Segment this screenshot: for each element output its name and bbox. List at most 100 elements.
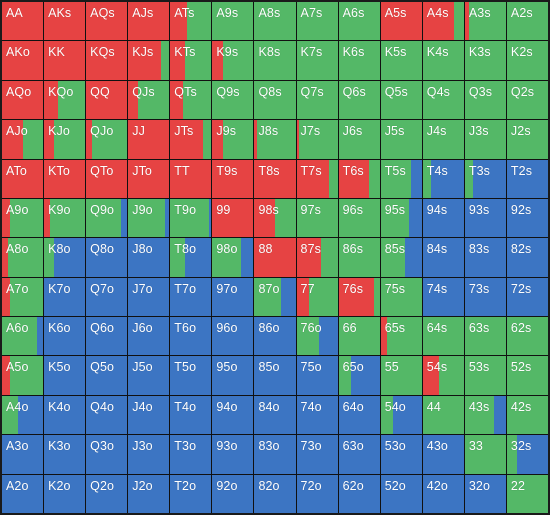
- hand-cell-ajs[interactable]: AJs: [128, 2, 170, 41]
- hand-cell-qjs[interactable]: QJs: [128, 80, 170, 120]
- hand-cell-a6o[interactable]: A6o: [2, 317, 44, 356]
- hand-cell-82o[interactable]: 82o: [254, 474, 296, 513]
- hand-cell-44[interactable]: 44: [422, 395, 464, 435]
- hand-cell-65o[interactable]: 65o: [338, 356, 380, 395]
- hand-cell-j9o[interactable]: J9o: [128, 198, 170, 238]
- hand-cell-t9o[interactable]: T9o: [170, 198, 212, 238]
- hand-cell-82s[interactable]: 82s: [506, 238, 548, 277]
- hand-cell-63s[interactable]: 63s: [464, 317, 506, 356]
- hand-cell-t2o[interactable]: T2o: [170, 474, 212, 513]
- hand-cell-t2s[interactable]: T2s: [506, 159, 548, 198]
- hand-cell-ats[interactable]: ATs: [170, 2, 212, 41]
- hand-cell-92o[interactable]: 92o: [212, 474, 254, 513]
- hand-cell-87o[interactable]: 87o: [254, 277, 296, 317]
- hand-cell-a7o[interactable]: A7o: [2, 277, 44, 317]
- hand-cell-j6s[interactable]: J6s: [338, 120, 380, 159]
- hand-cell-33[interactable]: 33: [464, 435, 506, 474]
- hand-cell-42o[interactable]: 42o: [422, 474, 464, 513]
- hand-cell-j2o[interactable]: J2o: [128, 474, 170, 513]
- hand-cell-t6o[interactable]: T6o: [170, 317, 212, 356]
- hand-cell-84o[interactable]: 84o: [254, 395, 296, 435]
- hand-cell-72s[interactable]: 72s: [506, 277, 548, 317]
- hand-cell-k5s[interactable]: K5s: [380, 41, 422, 80]
- hand-cell-a3s[interactable]: A3s: [464, 2, 506, 41]
- hand-cell-74s[interactable]: 74s: [422, 277, 464, 317]
- hand-cell-96o[interactable]: 96o: [212, 317, 254, 356]
- hand-cell-t8s[interactable]: T8s: [254, 159, 296, 198]
- hand-cell-ato[interactable]: ATo: [2, 159, 44, 198]
- hand-cell-t3s[interactable]: T3s: [464, 159, 506, 198]
- hand-cell-a5s[interactable]: A5s: [380, 2, 422, 41]
- hand-cell-q2o[interactable]: Q2o: [86, 474, 128, 513]
- hand-cell-k2o[interactable]: K2o: [44, 474, 86, 513]
- hand-cell-43s[interactable]: 43s: [464, 395, 506, 435]
- hand-cell-q4o[interactable]: Q4o: [86, 395, 128, 435]
- hand-cell-64o[interactable]: 64o: [338, 395, 380, 435]
- hand-cell-aqo[interactable]: AQo: [2, 80, 44, 120]
- hand-cell-66[interactable]: 66: [338, 317, 380, 356]
- hand-cell-k7s[interactable]: K7s: [296, 41, 338, 80]
- hand-cell-98s[interactable]: 98s: [254, 198, 296, 238]
- hand-cell-kqs[interactable]: KQs: [86, 41, 128, 80]
- hand-cell-jto[interactable]: JTo: [128, 159, 170, 198]
- hand-cell-j3s[interactable]: J3s: [464, 120, 506, 159]
- hand-cell-k6s[interactable]: K6s: [338, 41, 380, 80]
- hand-cell-q8o[interactable]: Q8o: [86, 238, 128, 277]
- hand-cell-ajo[interactable]: AJo: [2, 120, 44, 159]
- hand-cell-k5o[interactable]: K5o: [44, 356, 86, 395]
- hand-cell-62s[interactable]: 62s: [506, 317, 548, 356]
- hand-cell-j6o[interactable]: J6o: [128, 317, 170, 356]
- hand-cell-a2s[interactable]: A2s: [506, 2, 548, 41]
- hand-cell-k3o[interactable]: K3o: [44, 435, 86, 474]
- hand-cell-86o[interactable]: 86o: [254, 317, 296, 356]
- hand-cell-53o[interactable]: 53o: [380, 435, 422, 474]
- hand-cell-q5s[interactable]: Q5s: [380, 80, 422, 120]
- hand-cell-87s[interactable]: 87s: [296, 238, 338, 277]
- hand-cell-k6o[interactable]: K6o: [44, 317, 86, 356]
- hand-cell-q2s[interactable]: Q2s: [506, 80, 548, 120]
- hand-cell-q6s[interactable]: Q6s: [338, 80, 380, 120]
- hand-cell-a3o[interactable]: A3o: [2, 435, 44, 474]
- hand-cell-aqs[interactable]: AQs: [86, 2, 128, 41]
- hand-cell-75o[interactable]: 75o: [296, 356, 338, 395]
- hand-cell-k4s[interactable]: K4s: [422, 41, 464, 80]
- hand-cell-t4o[interactable]: T4o: [170, 395, 212, 435]
- hand-cell-jts[interactable]: JTs: [170, 120, 212, 159]
- hand-cell-j7s[interactable]: J7s: [296, 120, 338, 159]
- hand-cell-72o[interactable]: 72o: [296, 474, 338, 513]
- hand-cell-q9o[interactable]: Q9o: [86, 198, 128, 238]
- hand-cell-93s[interactable]: 93s: [464, 198, 506, 238]
- hand-cell-94s[interactable]: 94s: [422, 198, 464, 238]
- hand-cell-tt[interactable]: TT: [170, 159, 212, 198]
- hand-cell-t7o[interactable]: T7o: [170, 277, 212, 317]
- hand-cell-aa[interactable]: AA: [2, 2, 44, 41]
- hand-cell-a2o[interactable]: A2o: [2, 474, 44, 513]
- hand-cell-kjs[interactable]: KJs: [128, 41, 170, 80]
- hand-cell-j4s[interactable]: J4s: [422, 120, 464, 159]
- hand-cell-aks[interactable]: AKs: [44, 2, 86, 41]
- hand-cell-k3s[interactable]: K3s: [464, 41, 506, 80]
- hand-cell-65s[interactable]: 65s: [380, 317, 422, 356]
- hand-cell-52o[interactable]: 52o: [380, 474, 422, 513]
- hand-cell-q3s[interactable]: Q3s: [464, 80, 506, 120]
- hand-cell-j4o[interactable]: J4o: [128, 395, 170, 435]
- hand-cell-ako[interactable]: AKo: [2, 41, 44, 80]
- hand-cell-77[interactable]: 77: [296, 277, 338, 317]
- hand-cell-k4o[interactable]: K4o: [44, 395, 86, 435]
- hand-cell-qjo[interactable]: QJo: [86, 120, 128, 159]
- hand-cell-43o[interactable]: 43o: [422, 435, 464, 474]
- hand-cell-63o[interactable]: 63o: [338, 435, 380, 474]
- hand-cell-95s[interactable]: 95s: [380, 198, 422, 238]
- hand-cell-q8s[interactable]: Q8s: [254, 80, 296, 120]
- hand-cell-t8o[interactable]: T8o: [170, 238, 212, 277]
- hand-cell-83o[interactable]: 83o: [254, 435, 296, 474]
- hand-cell-54o[interactable]: 54o: [380, 395, 422, 435]
- hand-cell-22[interactable]: 22: [506, 474, 548, 513]
- hand-cell-k7o[interactable]: K7o: [44, 277, 86, 317]
- hand-cell-kjo[interactable]: KJo: [44, 120, 86, 159]
- hand-cell-54s[interactable]: 54s: [422, 356, 464, 395]
- hand-cell-qto[interactable]: QTo: [86, 159, 128, 198]
- hand-cell-64s[interactable]: 64s: [422, 317, 464, 356]
- hand-cell-qts[interactable]: QTs: [170, 80, 212, 120]
- hand-cell-k9o[interactable]: K9o: [44, 198, 86, 238]
